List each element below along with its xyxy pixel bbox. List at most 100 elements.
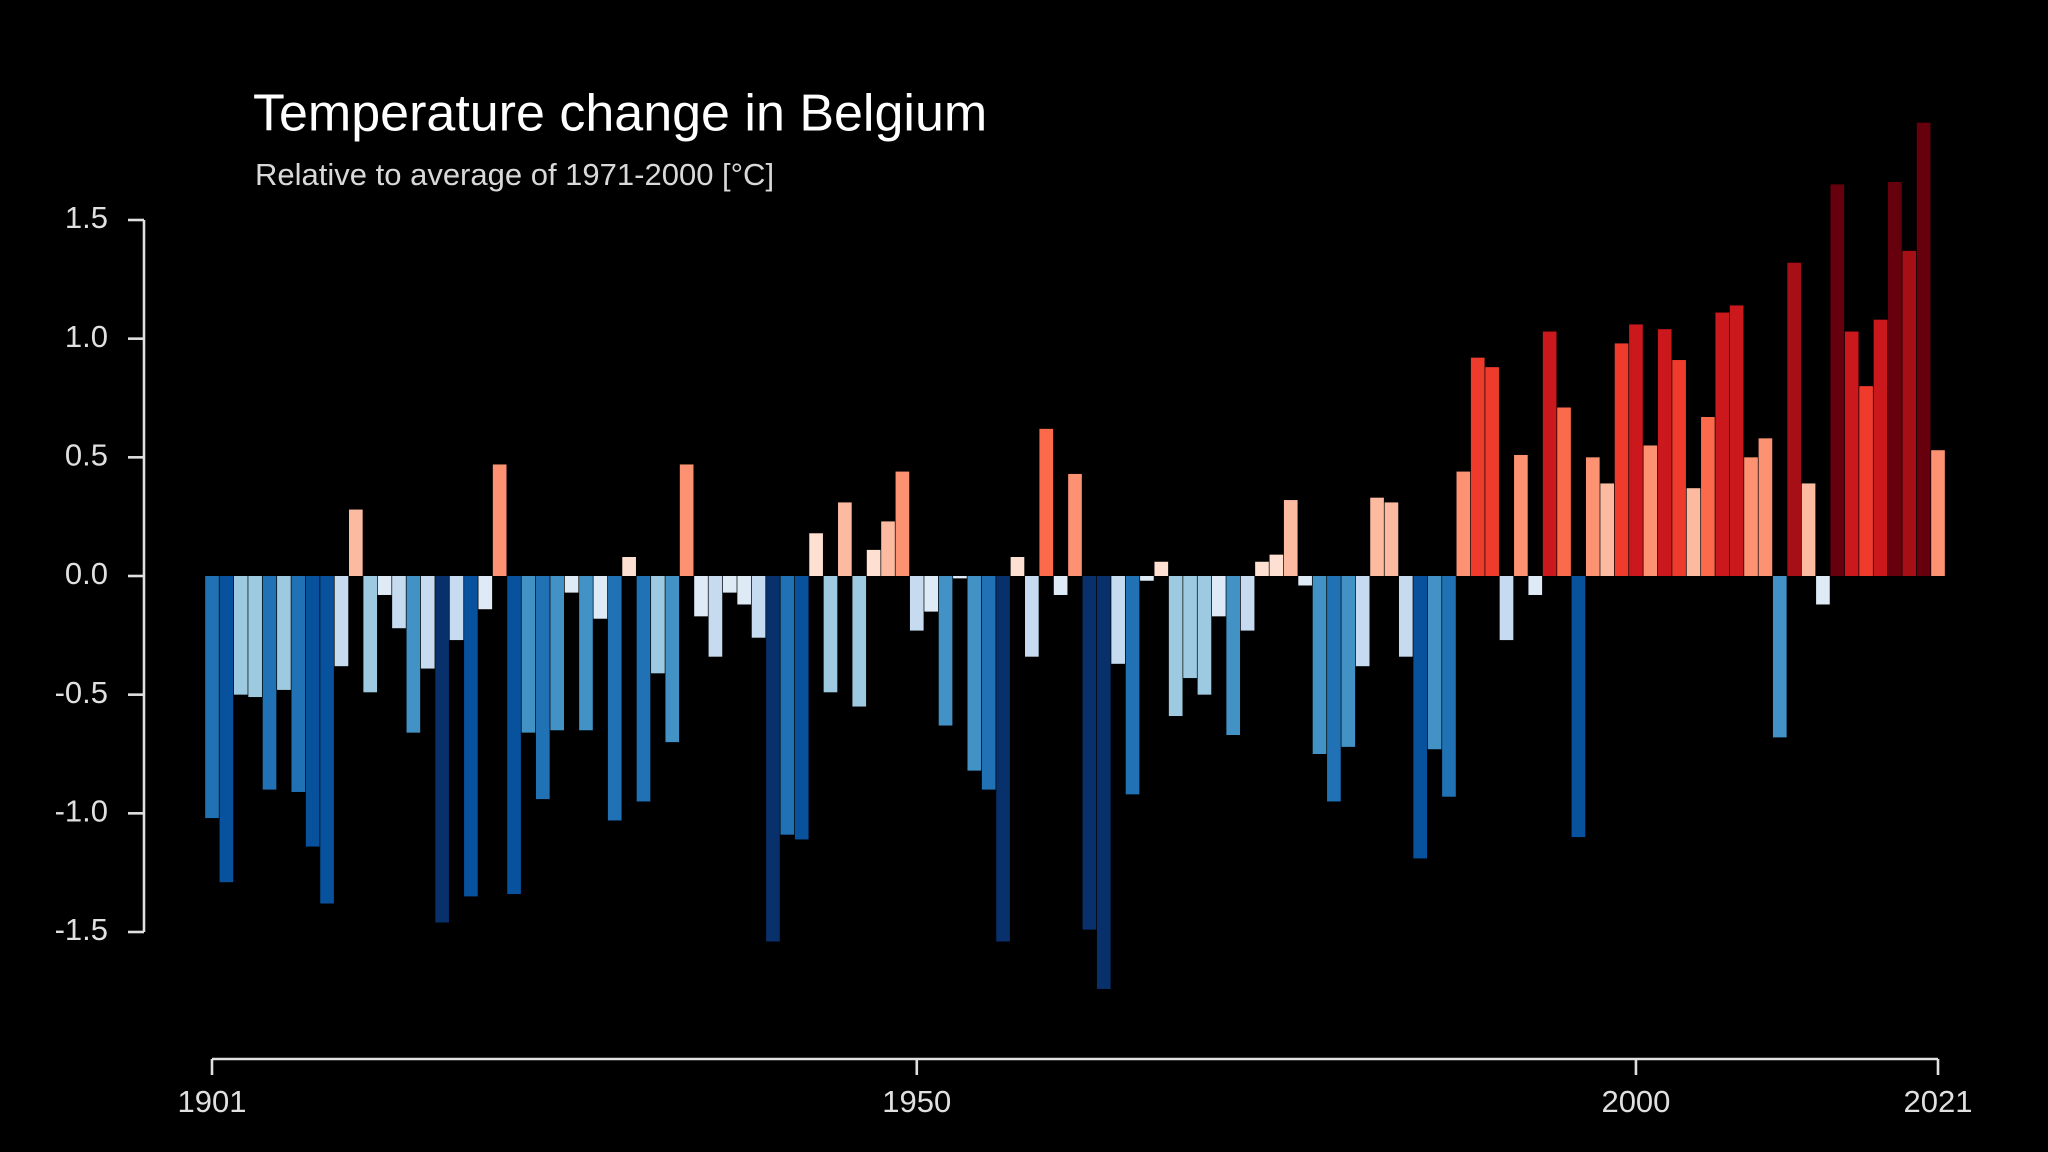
bar <box>406 576 421 733</box>
bar <box>449 576 464 641</box>
y-tick-label: -1.5 <box>55 912 108 947</box>
chart-title: Temperature change in Belgium <box>253 85 987 143</box>
bar <box>1514 454 1528 576</box>
bar <box>1283 500 1298 576</box>
bar <box>1470 357 1485 576</box>
bar <box>1873 319 1888 576</box>
bar <box>1744 457 1758 576</box>
bar <box>320 576 334 904</box>
bar <box>521 576 536 733</box>
bar <box>1571 576 1586 838</box>
bar <box>1830 184 1845 576</box>
bar <box>1039 428 1054 576</box>
bar <box>262 576 277 790</box>
bar <box>349 509 363 576</box>
bar <box>1370 497 1384 576</box>
bar <box>1902 250 1917 576</box>
bar <box>1657 329 1672 576</box>
bar <box>1686 488 1701 576</box>
bar <box>564 576 579 593</box>
bar <box>507 576 521 895</box>
bar <box>694 576 708 617</box>
bar <box>219 576 234 883</box>
bar <box>780 576 795 835</box>
bar <box>233 576 248 695</box>
bar <box>1255 561 1269 576</box>
bar <box>1413 576 1428 859</box>
y-tick-label: 0.5 <box>65 438 108 473</box>
bar <box>1125 576 1140 795</box>
bar <box>1643 445 1658 576</box>
bar <box>981 576 996 790</box>
bar <box>1600 483 1615 576</box>
y-tick-label: -1.0 <box>55 794 108 829</box>
bar <box>1801 483 1816 576</box>
bar <box>996 576 1010 942</box>
bar <box>1398 576 1413 657</box>
bar <box>1298 576 1312 586</box>
bar <box>291 576 306 792</box>
bar <box>1844 331 1859 576</box>
y-tick-label: 1.5 <box>65 200 108 235</box>
bar <box>1226 576 1241 736</box>
bar <box>492 464 507 576</box>
bar <box>607 576 622 821</box>
bar <box>377 576 392 595</box>
bar <box>1485 367 1499 576</box>
bar <box>1931 450 1945 576</box>
bar <box>909 576 924 631</box>
bar <box>1183 576 1197 679</box>
bar <box>866 549 881 576</box>
bar <box>1916 122 1931 577</box>
x-tick-label: 2021 <box>1904 1084 1973 1119</box>
bar <box>852 576 867 707</box>
bar <box>334 576 349 667</box>
bar <box>1355 576 1370 667</box>
y-tick-label: 0.0 <box>65 556 108 591</box>
bar <box>535 576 550 800</box>
bar <box>938 576 953 726</box>
bar <box>1212 576 1226 617</box>
bar <box>1859 386 1873 576</box>
bar <box>205 576 219 819</box>
bar <box>751 576 766 638</box>
bar <box>1010 557 1025 576</box>
bar <box>737 576 752 605</box>
bar <box>1269 554 1284 576</box>
bar <box>881 521 895 576</box>
bar <box>1729 305 1744 576</box>
bar <box>924 576 938 612</box>
bar <box>593 576 608 619</box>
bar <box>1082 576 1097 930</box>
bar <box>420 576 435 669</box>
bar <box>1629 324 1643 576</box>
bar <box>1140 576 1154 581</box>
bar <box>1557 407 1571 576</box>
bar <box>622 557 636 576</box>
bar <box>1168 576 1183 717</box>
bar <box>895 471 910 576</box>
bar <box>1772 576 1787 738</box>
bar <box>1715 312 1730 576</box>
bar <box>1499 576 1514 641</box>
y-tick-label: 1.0 <box>65 319 108 354</box>
bar <box>1197 576 1212 695</box>
bar <box>679 464 694 576</box>
bar <box>1672 360 1686 576</box>
bar <box>1312 576 1327 754</box>
bar <box>478 576 493 610</box>
bar <box>1456 471 1471 576</box>
bar <box>550 576 565 731</box>
bar <box>953 576 967 579</box>
bar <box>1053 576 1068 595</box>
bar <box>1614 343 1629 576</box>
bar <box>464 576 478 897</box>
bar <box>1528 576 1543 595</box>
y-tick-label: -0.5 <box>55 675 108 710</box>
bar <box>838 502 852 576</box>
bar <box>435 576 449 923</box>
bar <box>1787 262 1801 576</box>
bar <box>1585 457 1600 576</box>
bar <box>1111 576 1125 664</box>
bar <box>1096 576 1111 989</box>
